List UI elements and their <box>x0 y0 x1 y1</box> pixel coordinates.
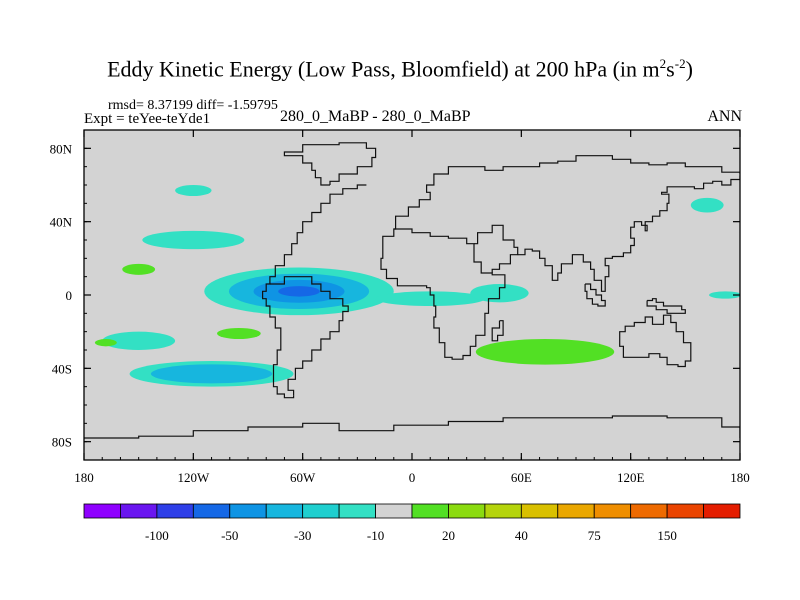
colorbar-label: -50 <box>221 528 238 543</box>
anomaly-contour <box>151 364 272 383</box>
colorbar-swatch <box>667 504 703 518</box>
anomaly-contour <box>122 264 155 275</box>
x-tick-label: 0 <box>409 470 416 485</box>
colorbar-label: 40 <box>515 528 528 543</box>
colorbar-label: 150 <box>657 528 677 543</box>
x-tick-label: 180 <box>730 470 750 485</box>
colorbar-swatch <box>230 504 266 518</box>
chart: 180 120W 60W 0 60E 120E 18080N40N040S80S -100-… <box>0 0 800 600</box>
colorbar-swatch <box>485 504 521 518</box>
anomaly-contour <box>95 339 117 346</box>
x-tick-label: 60E <box>511 470 532 485</box>
colorbar-label: -10 <box>367 528 384 543</box>
y-tick-label: 0 <box>66 288 73 303</box>
colorbar-swatch <box>558 504 594 518</box>
colorbar-swatch <box>376 504 412 518</box>
x-tick-label: 120W <box>177 470 210 485</box>
y-tick-label: 80N <box>50 141 73 156</box>
colorbar-swatch <box>303 504 339 518</box>
y-tick-label: 40N <box>50 215 73 230</box>
colorbar-swatch <box>339 504 375 518</box>
colorbar-swatch <box>631 504 667 518</box>
anomaly-contour <box>175 185 211 196</box>
colorbar-swatch <box>412 504 448 518</box>
colorbar-swatch <box>120 504 156 518</box>
anomaly-contour <box>278 286 320 296</box>
colorbar-swatch <box>594 504 630 518</box>
y-tick-label: 80S <box>52 435 72 450</box>
colorbar-swatch <box>704 504 740 518</box>
anomaly-contour <box>217 328 261 339</box>
colorbar-label: -100 <box>145 528 169 543</box>
anomaly-contour <box>142 231 244 249</box>
colorbar-swatch <box>193 504 229 518</box>
anomaly-contour <box>691 198 724 213</box>
colorbar-label: 20 <box>442 528 455 543</box>
x-tick-label: 180 <box>74 470 94 485</box>
colorbar-label: 75 <box>588 528 601 543</box>
colorbar: -100 -50 -30 -10 20 40 75 150 <box>84 504 740 543</box>
y-tick-label: 40S <box>52 361 72 376</box>
x-tick-label: 120E <box>617 470 645 485</box>
x-tick-label: 60W <box>290 470 316 485</box>
colorbar-swatch <box>84 504 120 518</box>
colorbar-swatch <box>521 504 557 518</box>
colorbar-swatch <box>448 504 484 518</box>
colorbar-swatch <box>266 504 302 518</box>
colorbar-label: -30 <box>294 528 311 543</box>
anomaly-contour <box>476 339 614 365</box>
colorbar-swatch <box>157 504 193 518</box>
